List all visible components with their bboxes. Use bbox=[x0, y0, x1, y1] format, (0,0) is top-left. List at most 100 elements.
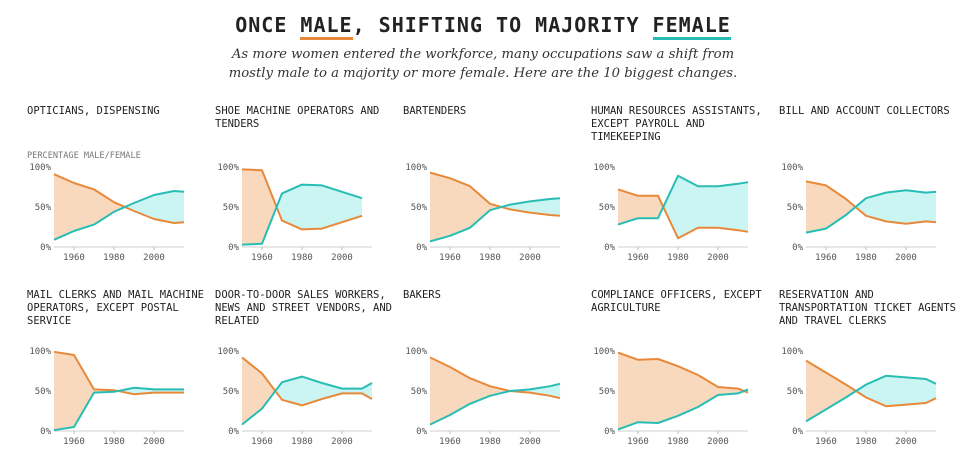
gap-area bbox=[663, 175, 678, 239]
x-tick-label: 2000 bbox=[331, 437, 353, 447]
y-tick-label: 0% bbox=[604, 243, 615, 253]
gap-area bbox=[550, 198, 560, 216]
gap-area bbox=[302, 376, 322, 406]
gap-area bbox=[470, 186, 490, 228]
male-series-line bbox=[805, 180, 937, 225]
gap-area bbox=[282, 184, 302, 230]
y-tick-label: 50% bbox=[411, 203, 428, 213]
male-series-line bbox=[241, 168, 363, 231]
subtitle: As more women entered the workforce, man… bbox=[228, 47, 738, 81]
y-tick-label: 50% bbox=[599, 203, 616, 213]
gap-area bbox=[54, 351, 74, 431]
y-tick-label: 50% bbox=[599, 387, 616, 397]
chart-svg: 100% 50% 0% 1960 1980 2000 bbox=[781, 347, 937, 447]
x-tick-label: 1960 bbox=[627, 437, 649, 447]
chart-svg: 100% 50% 0% 1960 1980 2000 bbox=[593, 347, 749, 447]
x-tick-label: 1980 bbox=[479, 253, 501, 263]
chart-panel: Bartenders 100% 50% 0% 1960 1980 2000 bbox=[403, 105, 583, 263]
x-tick-label: 1960 bbox=[63, 253, 85, 263]
header: ONCE MALE, SHIFTING TO MAJORITY FEMALE A… bbox=[0, 0, 966, 83]
x-tick-label: 1980 bbox=[291, 253, 313, 263]
x-tick-label: 1980 bbox=[479, 437, 501, 447]
small-multiples-grid: Opticians, dispensing PERCENTAGE MALE/FEM… bbox=[0, 96, 966, 459]
title-mid: , SHIFTING TO MAJORITY bbox=[352, 13, 653, 37]
chart-title: Bartenders bbox=[403, 105, 467, 117]
y-tick-label: 50% bbox=[787, 387, 804, 397]
female-series-line bbox=[617, 174, 749, 226]
y-tick-label: 50% bbox=[35, 387, 52, 397]
x-tick-label: 1960 bbox=[439, 437, 461, 447]
chart-title: Bill and account collectors bbox=[779, 105, 950, 117]
title-female-keyword: FEMALE bbox=[652, 13, 731, 40]
male-series-line bbox=[617, 351, 749, 394]
y-tick-label: 100% bbox=[593, 347, 615, 357]
x-tick-label: 1980 bbox=[291, 437, 313, 447]
gap-area bbox=[886, 190, 906, 224]
male-series-line bbox=[53, 350, 184, 396]
title-male-keyword: MALE bbox=[300, 13, 353, 40]
x-tick-label: 1960 bbox=[251, 437, 273, 447]
female-series-line bbox=[53, 386, 184, 432]
x-tick-label: 2000 bbox=[707, 437, 729, 447]
y-tick-label: 0% bbox=[604, 427, 615, 437]
x-tick-label: 2000 bbox=[519, 253, 541, 263]
y-tick-label: 50% bbox=[411, 387, 428, 397]
gap-area bbox=[450, 178, 470, 236]
gap-area bbox=[342, 388, 362, 394]
x-tick-label: 2000 bbox=[143, 253, 165, 263]
gap-area bbox=[430, 357, 450, 425]
gap-area bbox=[806, 360, 826, 422]
chart-svg: 100% 50% 0% 1960 1980 2000 bbox=[29, 163, 185, 263]
gap-area bbox=[242, 357, 262, 425]
y-tick-label: 0% bbox=[792, 243, 803, 253]
y-tick-label: 100% bbox=[29, 163, 51, 173]
y-tick-label: 0% bbox=[416, 243, 427, 253]
y-tick-label: 50% bbox=[35, 203, 52, 213]
gap-area bbox=[806, 181, 826, 233]
chart-panel: Human resources assistants, except payro… bbox=[591, 105, 771, 263]
gap-area bbox=[906, 377, 926, 405]
chart-svg: 100% 50% 0% 1960 1980 2000 bbox=[781, 163, 937, 263]
female-series-line bbox=[53, 190, 185, 241]
female-series-line bbox=[241, 375, 373, 426]
y-tick-label: 50% bbox=[223, 203, 240, 213]
gap-area bbox=[846, 384, 856, 398]
chart-title: Opticians, dispensing bbox=[27, 105, 160, 117]
gap-area bbox=[302, 184, 322, 230]
x-tick-label: 2000 bbox=[143, 437, 165, 447]
gap-area bbox=[262, 170, 277, 244]
y-tick-label: 0% bbox=[792, 427, 803, 437]
chart-svg: 100% 50% 0% 1960 1980 2000 bbox=[217, 347, 373, 447]
y-tick-label: 0% bbox=[40, 427, 51, 437]
gap-area bbox=[450, 367, 470, 415]
x-tick-label: 1980 bbox=[855, 437, 877, 447]
female-series-line bbox=[241, 183, 363, 246]
chart-panel: Bill and account collectors 100% 50% 0% 1960… bbox=[779, 105, 959, 263]
x-tick-label: 1960 bbox=[815, 253, 837, 263]
gap-area bbox=[530, 199, 550, 215]
gap-area bbox=[322, 383, 342, 399]
x-tick-label: 1980 bbox=[667, 253, 689, 263]
gap-area bbox=[275, 382, 282, 400]
chart-svg: 100% 50% 0% 1960 1980 2000 bbox=[29, 347, 184, 447]
gap-area bbox=[886, 375, 906, 407]
x-tick-label: 1980 bbox=[103, 253, 125, 263]
gap-area bbox=[342, 191, 362, 223]
page-title: ONCE MALE, SHIFTING TO MAJORITY FEMALE bbox=[0, 10, 966, 40]
gap-area bbox=[926, 379, 936, 403]
x-tick-label: 1980 bbox=[855, 253, 877, 263]
x-tick-label: 1960 bbox=[251, 253, 273, 263]
gap-area bbox=[618, 189, 638, 225]
gap-area bbox=[322, 185, 342, 229]
female-series-line bbox=[429, 197, 561, 243]
gap-area bbox=[738, 182, 748, 232]
female-series-line bbox=[805, 374, 937, 423]
gap-area bbox=[74, 183, 94, 231]
male-series-line bbox=[805, 359, 937, 408]
gap-area bbox=[678, 175, 698, 239]
male-series-line bbox=[429, 356, 561, 400]
male-series-line bbox=[241, 356, 373, 407]
female-series-line bbox=[429, 382, 561, 426]
chart-title: Bakers bbox=[403, 289, 441, 301]
gap-area bbox=[678, 366, 698, 416]
